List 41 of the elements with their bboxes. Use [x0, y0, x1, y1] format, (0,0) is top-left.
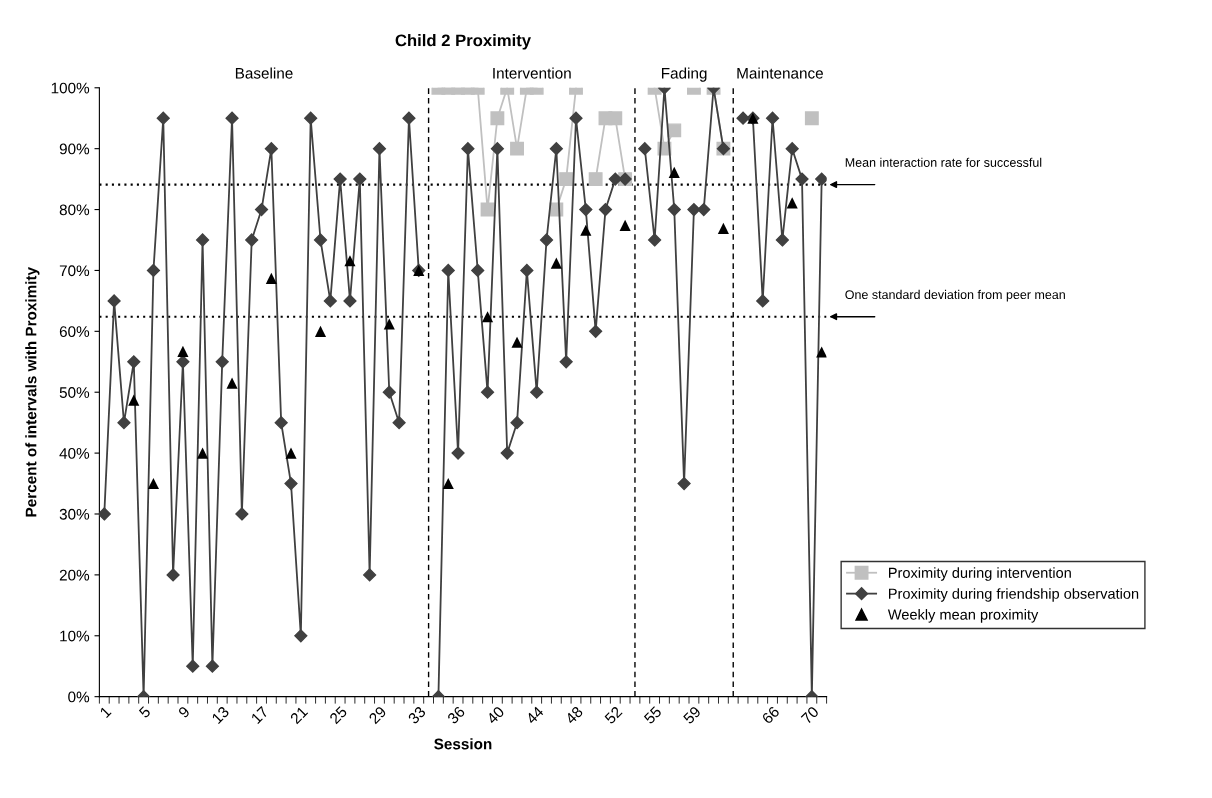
ref-line-label: Mean interaction rate for successful [845, 157, 1042, 167]
x-tick-label: 40 [485, 705, 505, 725]
x-tick-label: 66 [761, 705, 780, 725]
x-axis-title: Session [434, 738, 492, 750]
legend-label: Weekly mean proximity [887, 609, 1039, 623]
x-tick-label: 44 [525, 705, 545, 725]
x-tick-label: 70 [800, 705, 820, 725]
x-tick-label: 5 [138, 705, 152, 719]
legend-label: Proximity during intervention [889, 567, 1071, 581]
x-tick-label: 25 [328, 705, 348, 725]
chart-title: Child 2 Proximity [395, 34, 531, 50]
x-tick-label: 9 [177, 705, 191, 719]
ref-line-label: One standard deviation from peer mean [845, 289, 1065, 302]
x-tick-label: 1 [99, 705, 112, 718]
y-tick-label: 30% [59, 508, 90, 520]
x-tick-label: 29 [368, 705, 387, 725]
y-tick-label: 80% [59, 204, 90, 216]
x-tick-label: 59 [682, 705, 702, 725]
text: Fading [661, 67, 707, 82]
y-tick-label: 0% [68, 691, 90, 703]
legend-label: Proximity during friendship observation [889, 588, 1139, 602]
y-tick-label: 10% [60, 630, 90, 642]
x-tick-label: 17 [250, 705, 269, 725]
y-axis-title: Percent of intervals with Proximity [25, 267, 40, 517]
y-tick-label: 50% [59, 387, 90, 398]
x-tick-label: 55 [643, 705, 663, 725]
y-tick-label: 90% [59, 143, 90, 155]
text: Maintenance [737, 67, 823, 79]
y-tick-label: 70% [59, 265, 90, 277]
text: Intervention [493, 67, 571, 79]
y-tick-label: 60% [59, 326, 90, 338]
x-tick-label: 52 [604, 705, 623, 725]
text: Baseline [235, 67, 293, 79]
y-tick-label: 100% [51, 82, 90, 94]
x-tick-label: 36 [446, 705, 466, 725]
x-tick-label: 48 [564, 705, 584, 725]
y-tick-label: 40% [59, 447, 90, 459]
y-tick-label: 20% [59, 569, 90, 581]
x-tick-label: 13 [211, 705, 230, 725]
x-tick-label: 21 [289, 705, 309, 725]
x-tick-label: 33 [407, 705, 427, 725]
